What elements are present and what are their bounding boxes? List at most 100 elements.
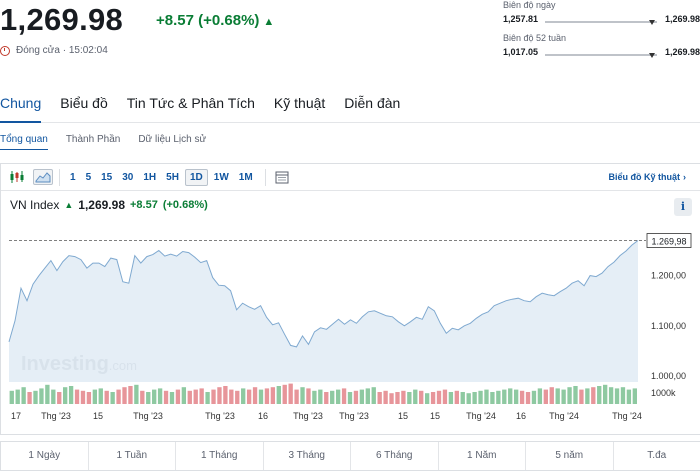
- x-tick-label: 15: [430, 411, 440, 421]
- period-1w[interactable]: 1W: [213, 171, 229, 183]
- volume-bar: [626, 389, 632, 404]
- volume-bar: [324, 392, 329, 404]
- x-tick-label: 17: [11, 411, 21, 421]
- volume-bar: [306, 388, 311, 404]
- volume-bar: [573, 386, 578, 404]
- day-range-high: 1,269.98: [664, 14, 700, 24]
- volume-bar: [152, 389, 157, 404]
- volume-bar: [579, 389, 584, 404]
- volume-bar: [27, 392, 32, 404]
- volume-bar: [169, 392, 175, 404]
- subtab-du-lieu-lich-su[interactable]: Dữ liệu Lịch sử: [138, 134, 207, 145]
- volume-bar: [264, 388, 270, 404]
- chart-panel: 1 5 15 30 1H 5H 1D 1W 1M Biểu đồ Kỹ thuậ…: [0, 163, 700, 435]
- period-15[interactable]: 15: [101, 171, 113, 183]
- year-range-high: 1,269.98: [664, 47, 700, 57]
- volume-bar: [549, 387, 554, 404]
- x-tick-label: 16: [516, 411, 526, 421]
- subtab-tong-quan[interactable]: Tổng quan: [0, 134, 48, 150]
- x-tick-label: Thg '24: [549, 411, 579, 421]
- volume-bar: [591, 387, 596, 404]
- main-tabs: Chung Biểu đồ Tin Tức & Phân Tích Kỹ thu…: [0, 95, 700, 123]
- volume-bar: [490, 392, 495, 404]
- volume-bar: [561, 389, 566, 404]
- volume-bar: [543, 389, 548, 404]
- range-5-years[interactable]: 5 năm: [526, 442, 614, 470]
- range-1-day[interactable]: 1 Ngày: [1, 442, 89, 470]
- day-range-low: 1,257.81: [503, 14, 539, 24]
- legend-name: VN Index: [10, 198, 60, 212]
- volume-bar: [217, 387, 222, 404]
- volume-bar: [567, 387, 572, 404]
- x-tick-label: Thg '24: [466, 411, 496, 421]
- volume-bar: [122, 387, 127, 404]
- volume-bar: [419, 390, 424, 404]
- technical-chart-link[interactable]: Biểu đồ Kỹ thuật ›: [609, 172, 687, 182]
- subtab-thanh-phan[interactable]: Thành Phần: [65, 134, 121, 145]
- period-1[interactable]: 1: [70, 171, 76, 183]
- volume-bar: [21, 387, 26, 404]
- toolbar-divider: [264, 168, 266, 186]
- x-tick-label: 16: [258, 411, 268, 421]
- volume-bar: [223, 386, 228, 404]
- range-3-months[interactable]: 3 Tháng: [264, 442, 351, 470]
- range-marker-icon: [649, 53, 655, 58]
- volume-bar: [175, 389, 181, 404]
- calendar-icon[interactable]: [272, 169, 292, 185]
- volume-bar: [98, 388, 103, 404]
- volume-bar: [9, 390, 14, 404]
- clock-icon: [0, 45, 10, 56]
- tab-bieu-do[interactable]: Biểu đồ: [60, 95, 108, 111]
- volume-bar: [466, 393, 471, 404]
- day-range-label: Biên độ ngày: [503, 0, 556, 10]
- volume-bar: [116, 389, 121, 404]
- period-1d[interactable]: 1D: [184, 168, 208, 186]
- volume-bar: [371, 387, 376, 404]
- period-1h[interactable]: 1H: [143, 171, 157, 183]
- legend-pct: (+0.68%): [162, 199, 208, 211]
- tab-ky-thuat[interactable]: Kỹ thuật: [273, 95, 326, 111]
- volume-bar: [436, 390, 442, 404]
- volume-bar: [163, 390, 169, 404]
- range-1-month[interactable]: 1 Tháng: [176, 442, 264, 470]
- tab-dien-dan[interactable]: Diễn đàn: [344, 95, 401, 111]
- price-chart[interactable]: Investing.com1.269,981.000,001.100,001.2…: [1, 164, 700, 434]
- volume-bar: [359, 389, 365, 404]
- period-30[interactable]: 30: [122, 171, 134, 183]
- period-5h[interactable]: 5H: [166, 171, 179, 183]
- range-1-year[interactable]: 1 Năm: [439, 442, 526, 470]
- volume-bar: [430, 392, 436, 404]
- volume-bar: [460, 392, 465, 404]
- volume-bar: [80, 390, 86, 404]
- tab-tin-tuc[interactable]: Tin Tức & Phân Tích: [126, 95, 255, 111]
- area-chart-icon[interactable]: [33, 169, 53, 185]
- x-tick-label: Thg '23: [133, 411, 163, 421]
- volume-bar: [525, 392, 531, 404]
- volume-bar: [407, 392, 412, 404]
- volume-bar: [597, 386, 602, 404]
- volume-bar: [330, 390, 335, 404]
- chart-toolbar: 1 5 15 30 1H 5H 1D 1W 1M Biểu đồ Kỹ thuậ…: [1, 164, 700, 191]
- volume-bar: [484, 389, 489, 404]
- range-marker-icon: [649, 20, 655, 25]
- x-tick-label: Thg '23: [339, 411, 369, 421]
- volume-bar: [110, 392, 115, 404]
- period-1m[interactable]: 1M: [238, 171, 253, 183]
- info-icon[interactable]: i: [674, 198, 692, 216]
- volume-bar: [353, 390, 359, 404]
- volume-bar: [57, 392, 62, 404]
- candlestick-icon[interactable]: [7, 169, 27, 185]
- period-5[interactable]: 5: [85, 171, 92, 183]
- range-1-week[interactable]: 1 Tuần: [89, 442, 176, 470]
- tab-chung[interactable]: Chung: [0, 95, 42, 123]
- volume-bar: [187, 390, 192, 404]
- quote-price: 1,269.98: [0, 2, 124, 37]
- range-max[interactable]: T.đa: [647, 450, 667, 461]
- volume-bar: [608, 387, 614, 404]
- quote-change-value: +8.57 (+0.68%): [156, 12, 260, 29]
- volume-bar: [347, 392, 353, 404]
- volume-bar: [252, 387, 258, 404]
- market-status: Đóng cửa · 15:02:04: [0, 45, 108, 56]
- y-tick-label: 1.200,00: [651, 271, 686, 281]
- range-6-months[interactable]: 6 Tháng: [351, 442, 439, 470]
